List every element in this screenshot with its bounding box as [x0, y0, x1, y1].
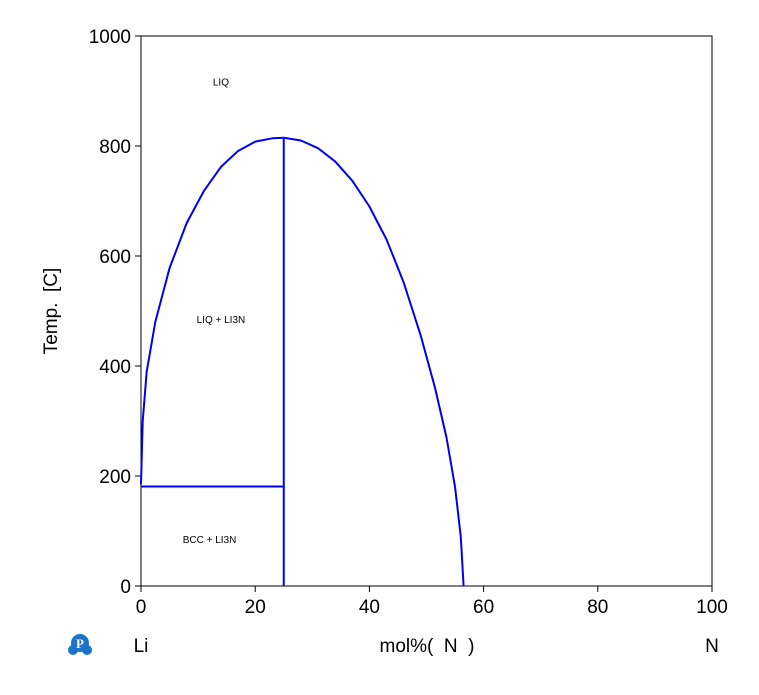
- x-axis-title: mol%( N ): [380, 636, 475, 657]
- x-right-element-label: N: [705, 636, 719, 657]
- x-tick-label: 0: [136, 597, 147, 618]
- plot-frame: [140, 35, 713, 587]
- x-tick-label: 100: [696, 597, 728, 618]
- y-axis-title: Temp. [C]: [41, 268, 62, 355]
- logo-letter: P: [76, 636, 84, 651]
- x-tick-label: 60: [473, 597, 494, 618]
- phase-boundaries: [140, 136, 465, 587]
- x-tick-label: 40: [359, 597, 380, 618]
- y-tick-label: 0: [120, 577, 131, 598]
- region-label: LIQ: [213, 78, 229, 89]
- y-tick-label: 400: [99, 357, 131, 378]
- y-tick-label: 200: [99, 467, 131, 488]
- y-tick-label: 800: [99, 137, 131, 158]
- region-label: LIQ + LI3N: [197, 315, 246, 326]
- phase-boundary-line-1: [140, 136, 284, 485]
- x-tick-label: 80: [587, 597, 608, 618]
- x-left-element-label: Li: [134, 636, 149, 657]
- region-labels: LIQ LIQ + LI3N BCC + LI3N: [183, 78, 246, 547]
- phase-boundary-line-2: [283, 136, 465, 587]
- y-tick-label: 1000: [89, 27, 131, 48]
- x-tick-label: 20: [245, 597, 266, 618]
- region-label: BCC + LI3N: [183, 535, 237, 546]
- y-tick-label: 600: [99, 247, 131, 268]
- pandat-logo-icon: P: [68, 634, 92, 655]
